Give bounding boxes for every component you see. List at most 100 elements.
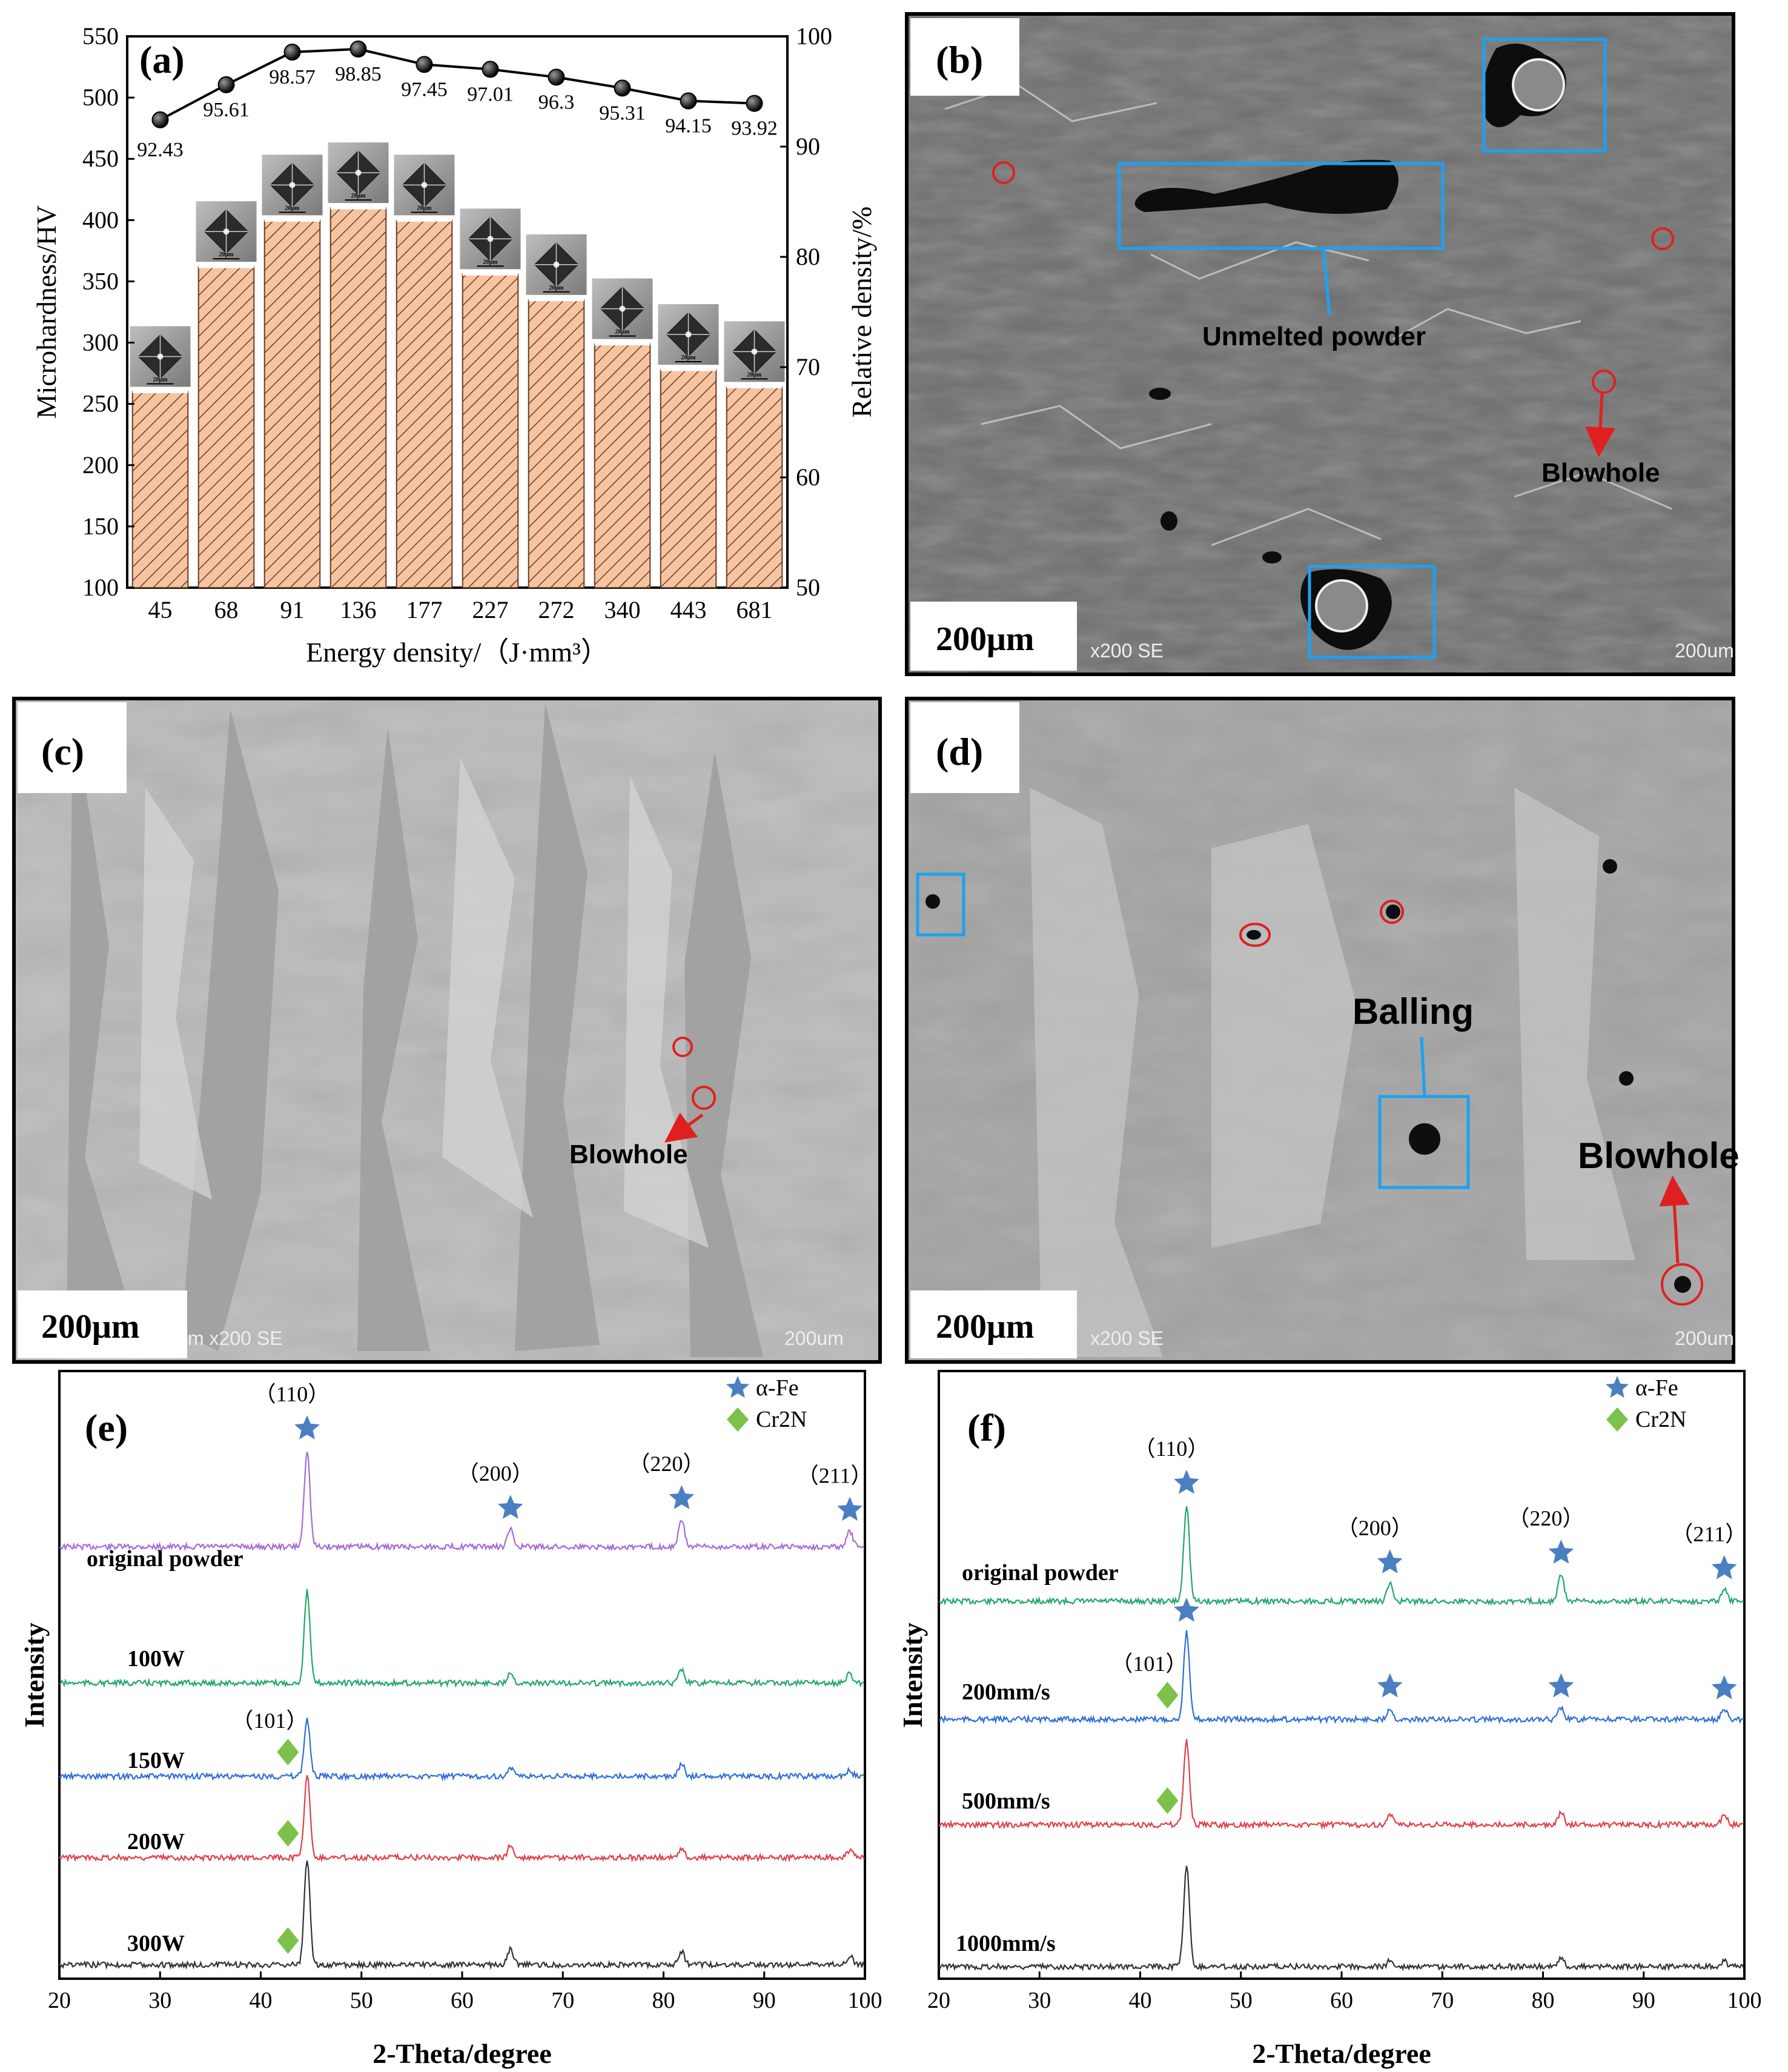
panel-label-f: (f) <box>967 1406 1006 1449</box>
spectrum-label: 1000mm/s <box>956 1931 1056 1956</box>
y-tick-label-right: 70 <box>796 353 820 380</box>
x-axis-label-f: 2-Theta/degree <box>1252 2038 1431 2069</box>
alpha-fe-star-icon <box>1174 1470 1199 1494</box>
x-tick-label: 681 <box>737 596 773 623</box>
sem-footer-mag-c: m x200 SE <box>188 1327 283 1349</box>
indent-image: 20μm <box>724 321 785 382</box>
alpha-fe-star-icon <box>669 1485 695 1509</box>
indent-scale-label: 20μm <box>549 285 565 291</box>
cr2n-diamond-icon <box>1156 1682 1179 1708</box>
panel-label-b: (b) <box>936 38 983 81</box>
blowhole-marker <box>672 1037 693 1057</box>
x-tick-label: 45 <box>148 596 173 623</box>
peak-label: （211） <box>797 1463 873 1487</box>
alpha-fe-star-icon <box>1548 1539 1574 1564</box>
xrd-spectrum <box>59 1718 865 1782</box>
x-axis-ticks: 45 68 91 136 177 227 272 340 443 681 <box>148 596 773 623</box>
y-tick-label: 150 <box>82 513 119 540</box>
y-tick-label-right: 80 <box>796 243 820 270</box>
blowhole-marker <box>1592 370 1616 394</box>
y-axis-label-f: Intensity <box>897 1622 928 1728</box>
x-tick-label: 90 <box>1632 1988 1655 2013</box>
peak-label: （200） <box>457 1461 534 1486</box>
density-point <box>416 56 433 73</box>
bar <box>396 219 453 589</box>
x-tick-label: 272 <box>538 596 575 623</box>
indent-image: 20μm <box>262 154 323 216</box>
density-value-label: 98.57 <box>269 66 316 88</box>
legend: α-Fe Cr2N <box>726 1375 807 1432</box>
panel-label-e: (e) <box>85 1406 128 1449</box>
x-tick-label: 30 <box>1028 1988 1051 2013</box>
indent-image: 20μm <box>526 234 587 295</box>
x-tick-label: 50 <box>350 1988 373 2013</box>
density-point <box>151 111 169 128</box>
cr2n-peak-label: （101） <box>231 1708 308 1733</box>
indent-images: 20μm 20μm 20μm 20μm 20μm 20μm 20μm 20μm 20μm 20μm <box>130 142 785 387</box>
indent-scale-label: 20μm <box>681 354 697 361</box>
density-point <box>680 92 697 110</box>
bar <box>660 369 717 588</box>
sem-footer-scale-b: 200um <box>1675 640 1734 662</box>
legend-diamond-icon <box>1606 1407 1628 1432</box>
legend-label: α-Fe <box>1635 1375 1678 1401</box>
defect-box-left <box>916 872 965 937</box>
peak-label: （220） <box>628 1452 704 1476</box>
x-tick-label: 68 <box>214 596 239 623</box>
x-tick-label: 80 <box>652 1988 675 2013</box>
indent-image: 20μm <box>460 208 521 270</box>
y-axis-left-ticks: 100 150 200 250 300 350 400 450 500 550 <box>82 22 134 601</box>
xrd-spectrum <box>58 1861 865 1970</box>
alpha-fe-star-icon <box>1548 1673 1574 1698</box>
alpha-fe-star-icon <box>1711 1675 1737 1699</box>
y-tick-label-right: 90 <box>796 133 820 160</box>
x-tick-label: 227 <box>472 596 509 623</box>
density-value-label: 92.43 <box>137 139 184 161</box>
density-value-label: 95.61 <box>203 99 250 121</box>
density-value-label: 98.85 <box>335 63 382 85</box>
y-tick-label: 550 <box>82 22 119 50</box>
spectrum-label: original powder <box>962 1560 1119 1586</box>
density-point <box>614 79 631 97</box>
annotation-blowhole: Blowhole <box>569 1140 688 1169</box>
bar <box>263 219 321 589</box>
x-tick-label: 100 <box>848 1988 882 2013</box>
bar <box>131 391 189 588</box>
y-axis-right-ticks: 50 60 70 80 90 100 <box>780 22 832 601</box>
blowhole-marker <box>992 161 1015 184</box>
y-axis-label-right: Relative density/% <box>846 207 877 418</box>
spectrum-label: 200mm/s <box>962 1679 1050 1705</box>
x-tick-label: 40 <box>1129 1988 1152 2013</box>
peak-label: （110） <box>254 1382 330 1406</box>
density-point <box>548 68 565 86</box>
x-tick-label: 20 <box>48 1988 71 2013</box>
y-tick-label: 350 <box>82 267 119 294</box>
y-tick-label: 300 <box>82 329 119 356</box>
indent-image: 20μm <box>658 304 719 365</box>
y-tick-label-right: 50 <box>796 574 820 601</box>
xrd-spectrum <box>938 1630 1744 1725</box>
x-tick-label: 20 <box>927 1988 950 2013</box>
y-tick-label: 450 <box>82 145 119 172</box>
peak-label: （220） <box>1508 1506 1584 1530</box>
x-axis-label-e: 2-Theta/degree <box>372 2038 552 2069</box>
sem-footer-scale-c: 200um <box>784 1327 844 1349</box>
legend-star-icon <box>726 1376 749 1398</box>
spectrum-label: 200W <box>127 1829 185 1855</box>
density-point <box>482 61 499 78</box>
indent-image: 20μm <box>592 278 653 339</box>
density-point <box>746 95 763 112</box>
y-tick-label: 400 <box>82 206 119 233</box>
legend-label: Cr2N <box>756 1407 807 1432</box>
panel-d-sem-image: Balling Blowhole (d) 200μm x200 SE 200um <box>905 697 1740 1364</box>
blowhole-marker <box>1651 227 1674 250</box>
alpha-fe-star-icon <box>837 1496 863 1521</box>
y-tick-label: 100 <box>82 574 119 601</box>
alpha-fe-star-icon <box>497 1495 523 1519</box>
legend: α-Fe Cr2N <box>1606 1375 1686 1432</box>
legend-label: Cr2N <box>1635 1407 1686 1432</box>
density-point <box>349 40 367 58</box>
x-tick-label: 50 <box>1230 1988 1253 2013</box>
scale-label-c: 200μm <box>41 1308 139 1346</box>
panel-label-a: (a) <box>139 38 185 81</box>
